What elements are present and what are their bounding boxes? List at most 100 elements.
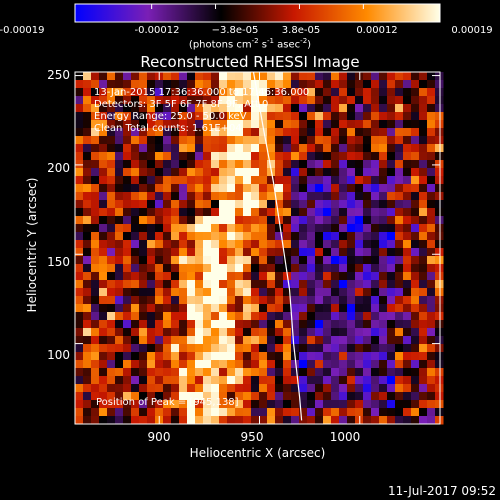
- heatmap-cell: [403, 344, 412, 353]
- heatmap-cell: [275, 240, 284, 249]
- heatmap-cell: [211, 352, 220, 361]
- heatmap-cell: [83, 192, 92, 201]
- heatmap-cell: [323, 128, 332, 137]
- heatmap-cell: [419, 360, 428, 369]
- heatmap-cell: [251, 224, 260, 233]
- heatmap-cell: [315, 136, 324, 145]
- heatmap-cell: [251, 312, 260, 321]
- heatmap-cell: [91, 280, 100, 289]
- heatmap-cell: [283, 392, 292, 401]
- heatmap-cell: [339, 168, 348, 177]
- heatmap-cell: [91, 256, 100, 265]
- heatmap-cell: [243, 312, 252, 321]
- heatmap-cell: [83, 144, 92, 153]
- heatmap-cell: [299, 208, 308, 217]
- heatmap-cell: [315, 328, 324, 337]
- heatmap-cell: [411, 176, 420, 185]
- heatmap-cell: [251, 176, 260, 185]
- heatmap-cell: [203, 200, 212, 209]
- heatmap-cell: [211, 112, 220, 121]
- heatmap-cell: [307, 240, 316, 249]
- heatmap-cell: [315, 176, 324, 185]
- heatmap-cell: [83, 280, 92, 289]
- heatmap-cell: [147, 240, 156, 249]
- heatmap-cell: [403, 408, 412, 417]
- heatmap-cell: [419, 336, 428, 345]
- heatmap-cell: [347, 248, 356, 257]
- heatmap-cell: [331, 112, 340, 121]
- heatmap-cell: [339, 72, 348, 81]
- heatmap-cell: [123, 192, 132, 201]
- heatmap-cell: [339, 112, 348, 121]
- heatmap-cell: [363, 264, 372, 273]
- heatmap-cell: [187, 296, 196, 305]
- heatmap-cell: [235, 208, 244, 217]
- heatmap-cell: [243, 280, 252, 289]
- heatmap-cell: [419, 120, 428, 129]
- heatmap-cell: [379, 128, 388, 137]
- heatmap-cell: [387, 72, 396, 81]
- heatmap-cell: [427, 208, 436, 217]
- heatmap-cell: [355, 336, 364, 345]
- heatmap-cell: [187, 280, 196, 289]
- heatmap-cell: [323, 72, 332, 81]
- heatmap-cell: [387, 104, 396, 113]
- heatmap-cell: [139, 400, 148, 409]
- heatmap-cell: [387, 80, 396, 89]
- heatmap-cell: [347, 288, 356, 297]
- heatmap-cell: [163, 136, 172, 145]
- heatmap-cell: [235, 152, 244, 161]
- heatmap-cell: [371, 80, 380, 89]
- heatmap-cell: [323, 376, 332, 385]
- heatmap-cell: [331, 360, 340, 369]
- heatmap-cell: [147, 248, 156, 257]
- heatmap-cell: [235, 80, 244, 89]
- heatmap-cell: [419, 296, 428, 305]
- heatmap-cell: [131, 72, 140, 81]
- heatmap-cell: [299, 304, 308, 313]
- heatmap-cell: [131, 120, 140, 129]
- heatmap-cell: [291, 416, 300, 425]
- heatmap-cell: [347, 176, 356, 185]
- heatmap-cell: [139, 144, 148, 153]
- heatmap-cell: [427, 104, 436, 113]
- heatmap-cell: [131, 360, 140, 369]
- heatmap-cell: [323, 256, 332, 265]
- heatmap-cell: [227, 200, 236, 209]
- heatmap-cell: [395, 256, 404, 265]
- heatmap-cell: [235, 224, 244, 233]
- heatmap-cell: [147, 328, 156, 337]
- heatmap-cell: [291, 392, 300, 401]
- heatmap-cell: [371, 408, 380, 417]
- heatmap-cell: [107, 256, 116, 265]
- heatmap-cell: [331, 376, 340, 385]
- heatmap-cell: [307, 104, 316, 113]
- heatmap-cell: [435, 192, 444, 201]
- heatmap-cell: [219, 88, 228, 97]
- heatmap-cell: [379, 72, 388, 81]
- heatmap-cell: [171, 104, 180, 113]
- heatmap-cell: [243, 368, 252, 377]
- heatmap-cell: [163, 352, 172, 361]
- heatmap-cell: [371, 328, 380, 337]
- heatmap-cell: [347, 376, 356, 385]
- heatmap-cell: [419, 216, 428, 225]
- heatmap-cell: [275, 248, 284, 257]
- colorbar-tick-label: -0.00019: [0, 25, 45, 36]
- heatmap-cell: [187, 288, 196, 297]
- heatmap-cell: [155, 96, 164, 105]
- heatmap-cell: [203, 368, 212, 377]
- heatmap-cell: [283, 408, 292, 417]
- heatmap-cell: [259, 152, 268, 161]
- heatmap-cell: [339, 192, 348, 201]
- heatmap-cell: [435, 176, 444, 185]
- heatmap-cell: [219, 288, 228, 297]
- heatmap-cell: [283, 344, 292, 353]
- heatmap-cell: [379, 288, 388, 297]
- heatmap-cell: [435, 224, 444, 233]
- heatmap-cell: [171, 88, 180, 97]
- heatmap-cell: [363, 272, 372, 281]
- heatmap-cell: [211, 232, 220, 241]
- heatmap-cell: [347, 128, 356, 137]
- heatmap-cell: [123, 384, 132, 393]
